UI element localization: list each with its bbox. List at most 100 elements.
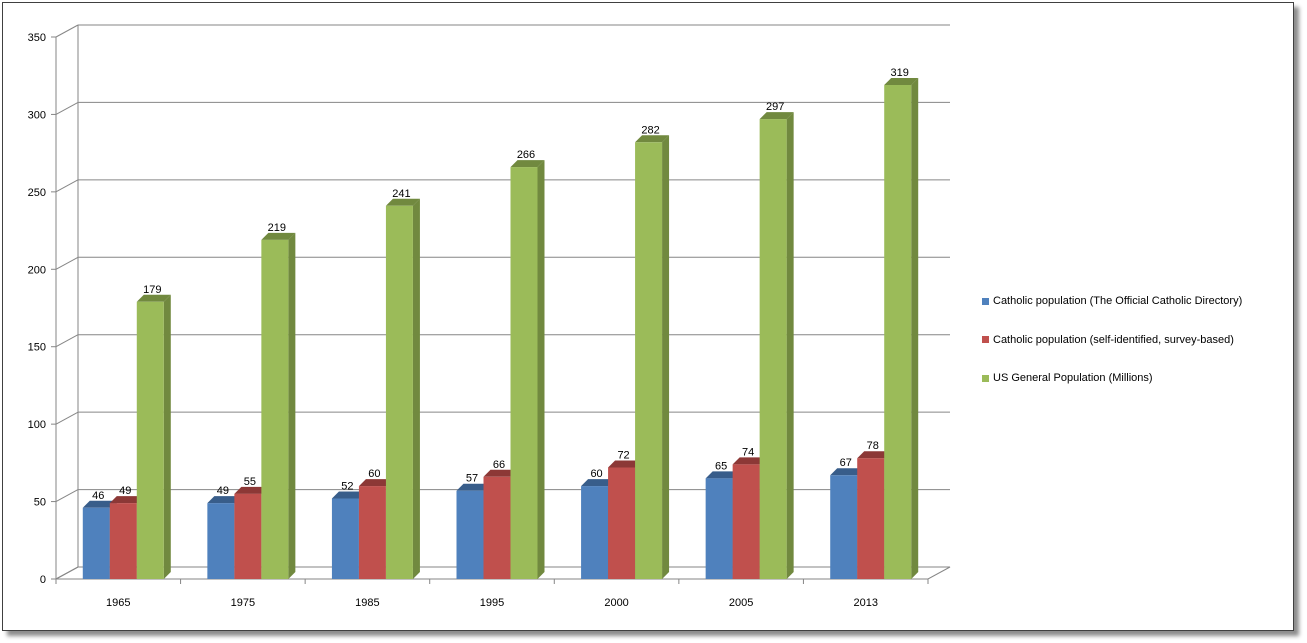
legend-swatch-official-directory [982,297,989,305]
data-label: 266 [517,149,535,161]
legend-item-self-identified: Catholic population (self-identified, su… [982,321,1282,360]
bar-top [358,479,393,487]
gridline-diagonal [55,101,79,115]
bar-side [412,198,420,579]
bar [635,142,663,579]
x-tick-label: 1965 [106,597,130,609]
bar-top [635,135,670,143]
bar-top [385,198,420,206]
y-tick-label: 250 [28,187,46,199]
data-label: 46 [92,490,104,502]
bar-top [234,486,269,494]
bar [483,476,511,579]
x-tick-label: 2013 [853,597,877,609]
bar-top [207,496,242,504]
x-tick-label: 1985 [355,597,379,609]
y-tick-label: 150 [28,342,46,354]
bar-side [288,232,296,579]
bar [331,498,359,579]
data-label: 60 [590,468,602,480]
data-label: 74 [742,446,754,458]
bar [109,503,137,579]
y-tick-label: 200 [28,264,46,276]
bar-side [537,160,545,579]
data-label: 297 [766,101,784,113]
data-label: 219 [268,222,286,234]
x-tick-label: 1995 [480,597,504,609]
bar [261,239,289,579]
bar [136,301,164,579]
bar-side [786,112,794,580]
bar-top [109,496,144,504]
bar [732,464,760,579]
bar [385,205,413,579]
data-label: 319 [891,67,909,79]
data-label: 179 [143,284,161,296]
bar-top [510,160,545,168]
bar-side [662,135,670,579]
bar [82,507,110,579]
bar-top [331,491,366,499]
gridline-diagonal [55,566,79,580]
x-tick-label: 2000 [604,597,628,609]
data-label: 55 [244,476,256,488]
bar-top [136,294,171,302]
y-tick-label: 50 [34,497,46,509]
bar-side [911,78,919,580]
data-label: 49 [119,485,131,497]
data-label: 78 [867,440,879,452]
bar-top [456,483,491,491]
bar-top [261,232,296,240]
bar [759,119,787,580]
y-tick-label: 350 [28,32,46,44]
bar [234,493,262,579]
data-label: 241 [392,188,410,200]
bar-top [884,78,919,86]
gridline-diagonal [55,411,79,425]
gridline-diagonal [55,256,79,270]
x-tick-label: 2005 [729,597,753,609]
bar [884,85,912,580]
bar [207,503,235,579]
bar [456,490,484,579]
data-label: 67 [840,457,852,469]
bar-top [732,457,767,465]
y-tick-label: 0 [40,574,46,586]
gridline-diagonal [55,489,79,503]
bar-top [830,468,865,476]
bar-top [608,460,643,468]
y-tick-label: 300 [28,109,46,121]
bar-top [483,469,518,477]
legend-swatch-us-population [982,374,989,382]
legend-label-official-directory: Catholic population (The Official Cathol… [993,295,1243,308]
x-tick-label: 1975 [231,597,255,609]
data-label: 72 [617,450,629,462]
bar-side [163,294,171,579]
y-tick-label: 100 [28,419,46,431]
legend-item-us-population: US General Population (Millions) [982,359,1282,398]
data-label: 49 [217,485,229,497]
bar [857,458,885,579]
data-label: 65 [715,460,727,472]
legend-label-self-identified: Catholic population (self-identified, su… [993,333,1234,346]
bar-top [82,500,117,508]
data-label: 52 [341,480,353,492]
data-label: 282 [641,124,659,136]
bar [510,167,538,579]
bar-top [705,471,740,479]
bar [358,486,386,579]
legend-swatch-self-identified [982,336,989,344]
gridline-diagonal [55,334,79,348]
bar-top [581,479,616,487]
legend-item-official-directory: Catholic population (The Official Cathol… [982,282,1282,321]
bar [830,475,858,579]
bar-top [857,451,892,459]
legend-label-us-population: US General Population (Millions) [993,372,1153,385]
chart-legend: Catholic population (The Official Cathol… [982,282,1282,398]
bar [581,486,609,579]
data-label: 66 [493,459,505,471]
gridline-diagonal [55,179,79,193]
bar-top [759,112,794,120]
bar [608,467,636,579]
